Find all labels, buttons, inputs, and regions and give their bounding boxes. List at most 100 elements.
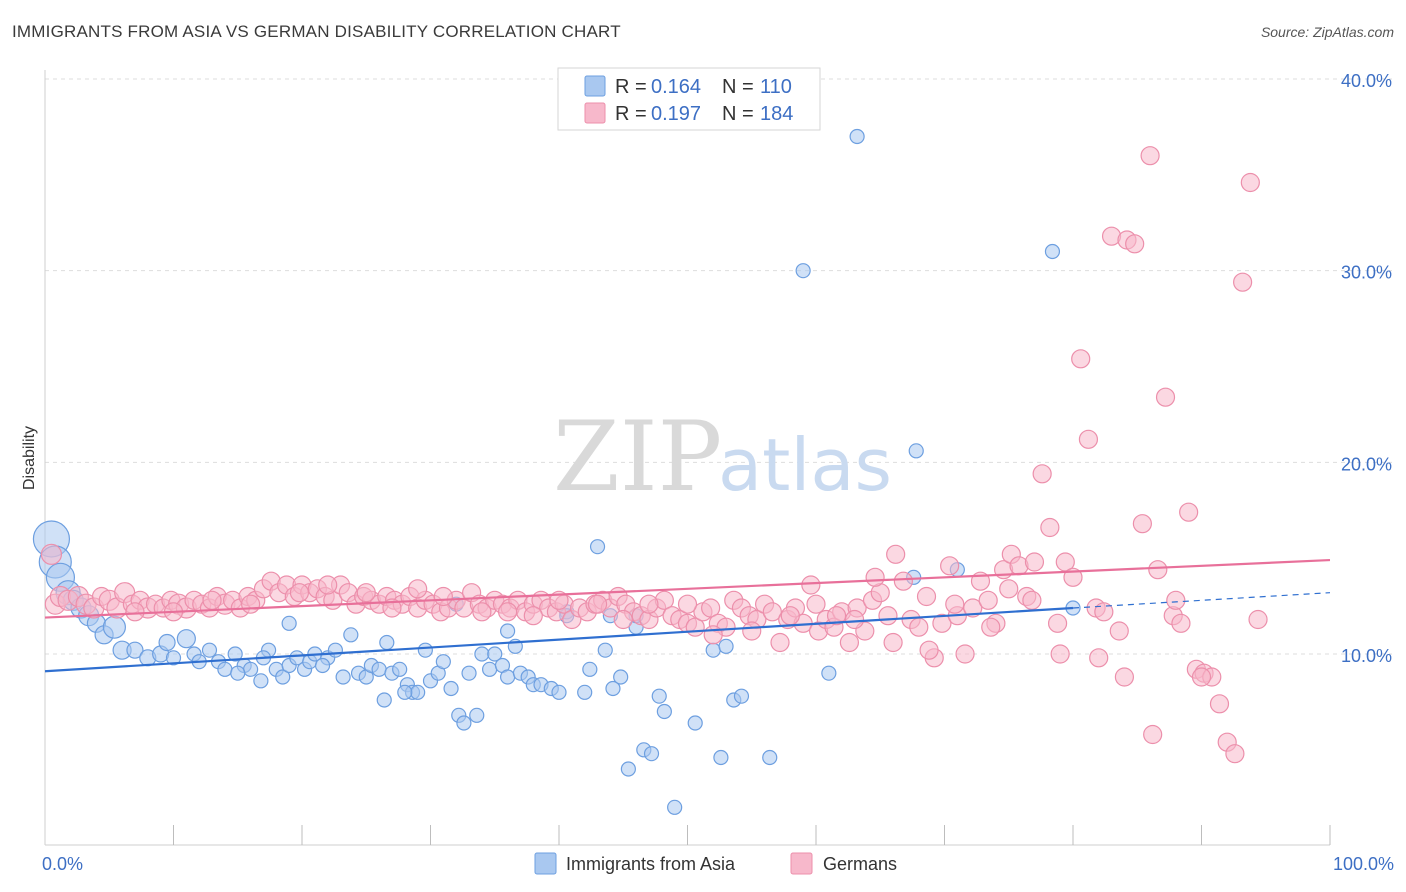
point-germans bbox=[523, 606, 543, 626]
point-germans bbox=[1040, 517, 1060, 538]
point-germans bbox=[865, 567, 885, 587]
watermark-zip: ZIP bbox=[553, 401, 722, 513]
point-germans bbox=[806, 594, 826, 614]
point-germans bbox=[1050, 644, 1070, 664]
watermark-atlas: atlas bbox=[718, 423, 892, 507]
point-germans bbox=[839, 632, 860, 653]
point-germans bbox=[408, 579, 428, 599]
point-germans bbox=[1240, 172, 1260, 193]
point-immigrants-from-asia bbox=[102, 615, 126, 639]
point-immigrants-from-asia bbox=[371, 661, 387, 677]
axes: 10.0% 20.0% 30.0% 40.0% 0.0% 100.0% bbox=[42, 70, 1394, 874]
point-germans bbox=[999, 579, 1019, 599]
y-tick-label: 20.0% bbox=[1341, 454, 1392, 474]
legend-r-value: 0.197 bbox=[651, 103, 701, 125]
point-immigrants-from-asia bbox=[443, 680, 459, 697]
point-immigrants-from-asia bbox=[275, 669, 291, 685]
point-immigrants-from-asia bbox=[379, 634, 395, 651]
point-germans bbox=[909, 617, 929, 637]
point-immigrants-from-asia bbox=[589, 539, 606, 555]
point-germans bbox=[1094, 602, 1114, 622]
point-germans bbox=[883, 632, 903, 653]
point-immigrants-from-asia bbox=[613, 669, 629, 685]
point-germans bbox=[1114, 667, 1135, 687]
legend-n-value: 184 bbox=[760, 103, 793, 125]
point-immigrants-from-asia bbox=[126, 641, 144, 659]
legend-swatch-blue bbox=[584, 75, 606, 97]
point-germans bbox=[1248, 609, 1268, 630]
point-immigrants-from-asia bbox=[227, 646, 243, 662]
point-immigrants-from-asia bbox=[230, 665, 246, 681]
x-tick-label: 100.0% bbox=[1333, 854, 1394, 874]
point-immigrants-from-asia bbox=[461, 665, 477, 681]
trend-line-immigrants-from-asia bbox=[44, 606, 1074, 673]
point-immigrants-from-asia bbox=[217, 661, 233, 677]
legend-r-label: R = bbox=[615, 103, 647, 125]
legend-r-value: 0.164 bbox=[651, 76, 701, 98]
point-germans bbox=[945, 594, 965, 614]
y-tick-label: 40.0% bbox=[1341, 71, 1392, 91]
point-germans bbox=[1155, 387, 1176, 407]
series-germans bbox=[40, 146, 1268, 764]
legend-label-germans: Germans bbox=[823, 854, 897, 874]
point-immigrants-from-asia bbox=[1044, 243, 1061, 260]
point-immigrants-from-asia bbox=[582, 661, 598, 677]
point-germans bbox=[498, 602, 518, 622]
legend-label-immigrants-from-asia: Immigrants from Asia bbox=[566, 854, 736, 874]
point-germans bbox=[1022, 590, 1042, 610]
point-germans bbox=[701, 598, 721, 618]
point-immigrants-from-asia bbox=[667, 799, 683, 815]
point-immigrants-from-asia bbox=[158, 633, 176, 652]
point-immigrants-from-asia bbox=[376, 692, 392, 708]
point-germans bbox=[1071, 349, 1091, 369]
gridlines bbox=[45, 78, 1392, 655]
point-immigrants-from-asia bbox=[605, 680, 621, 697]
point-germans bbox=[893, 571, 913, 591]
legend-n-value: 110 bbox=[760, 76, 792, 98]
point-immigrants-from-asia bbox=[500, 669, 516, 685]
point-immigrants-from-asia bbox=[201, 642, 218, 658]
point-germans bbox=[587, 594, 608, 614]
point-germans bbox=[1125, 234, 1145, 254]
point-germans bbox=[1089, 648, 1109, 668]
point-immigrants-from-asia bbox=[908, 443, 924, 459]
point-immigrants-from-asia bbox=[733, 688, 750, 704]
point-immigrants-from-asia bbox=[718, 638, 734, 654]
point-immigrants-from-asia bbox=[435, 654, 451, 670]
point-immigrants-from-asia bbox=[314, 657, 331, 674]
point-germans bbox=[40, 543, 63, 565]
point-immigrants-from-asia bbox=[176, 629, 196, 649]
point-germans bbox=[978, 590, 998, 610]
point-immigrants-from-asia bbox=[410, 684, 426, 700]
chart-title: IMMIGRANTS FROM ASIA VS GERMAN DISABILIT… bbox=[12, 22, 621, 41]
y-axis-label: Disability bbox=[21, 426, 38, 490]
point-germans bbox=[826, 606, 847, 626]
point-immigrants-from-asia bbox=[417, 642, 433, 658]
point-immigrants-from-asia bbox=[651, 688, 667, 704]
point-germans bbox=[1109, 621, 1129, 641]
point-germans bbox=[1047, 613, 1068, 633]
series-legend: Immigrants from Asia Germans bbox=[534, 852, 897, 875]
point-immigrants-from-asia bbox=[849, 128, 865, 145]
point-germans bbox=[202, 590, 222, 610]
point-germans bbox=[289, 583, 310, 603]
point-immigrants-from-asia bbox=[469, 707, 485, 723]
point-germans bbox=[932, 613, 952, 633]
legend-r-label: R = bbox=[615, 76, 647, 98]
point-immigrants-from-asia bbox=[795, 263, 811, 279]
legend-n-label: N = bbox=[722, 76, 754, 98]
point-germans bbox=[1148, 560, 1168, 580]
point-germans bbox=[1140, 146, 1160, 166]
point-germans bbox=[703, 625, 723, 645]
point-germans bbox=[780, 606, 800, 626]
legend-swatch-germans bbox=[790, 852, 813, 875]
point-germans bbox=[919, 640, 939, 660]
point-germans bbox=[1166, 590, 1186, 610]
point-germans bbox=[1179, 502, 1199, 522]
point-immigrants-from-asia bbox=[821, 665, 837, 681]
point-germans bbox=[981, 617, 1001, 637]
chart-source: Source: ZipAtlas.com bbox=[1260, 24, 1394, 40]
point-germans bbox=[1171, 613, 1191, 633]
point-immigrants-from-asia bbox=[327, 642, 344, 658]
